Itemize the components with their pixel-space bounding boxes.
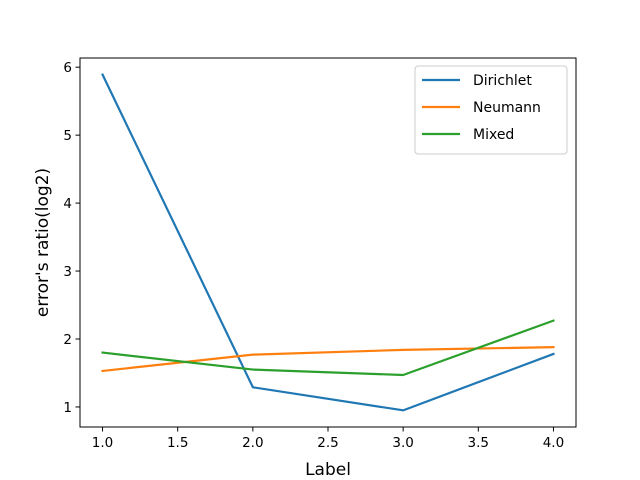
y-axis: 1 2 3 4 5 6 [63,60,80,416]
legend-label-dirichlet: Dirichlet [473,73,532,89]
y-tick-label: 4 [63,196,72,212]
x-tick-label: 2.5 [317,435,338,451]
x-axis: 1.0 1.5 2.0 2.5 3.0 3.5 4.0 [92,427,564,451]
y-tick-label: 2 [63,332,72,348]
x-tick-label: 4.0 [543,435,564,451]
y-tick-label: 5 [63,128,72,144]
series-line-mixed [101,319,555,377]
series-line-dirichlet [101,73,555,412]
x-axis-label: Label [305,460,351,480]
x-tick-label: 3.5 [468,435,489,451]
x-tick-label: 1.5 [167,435,188,451]
legend-label-mixed: Mixed [473,127,514,143]
x-tick-label: 3.0 [392,435,413,451]
legend-box [414,65,568,155]
y-tick-label: 1 [63,400,72,416]
legend: Dirichlet Neumann Mixed [414,65,568,155]
series-layer [101,73,555,412]
x-tick-label: 2.0 [242,435,263,451]
y-tick-label: 6 [63,60,72,76]
y-tick-label: 3 [63,264,72,280]
x-tick-label: 1.0 [92,435,113,451]
legend-label-neumann: Neumann [473,100,541,116]
y-axis-label: error's ratio(log2) [33,168,53,317]
